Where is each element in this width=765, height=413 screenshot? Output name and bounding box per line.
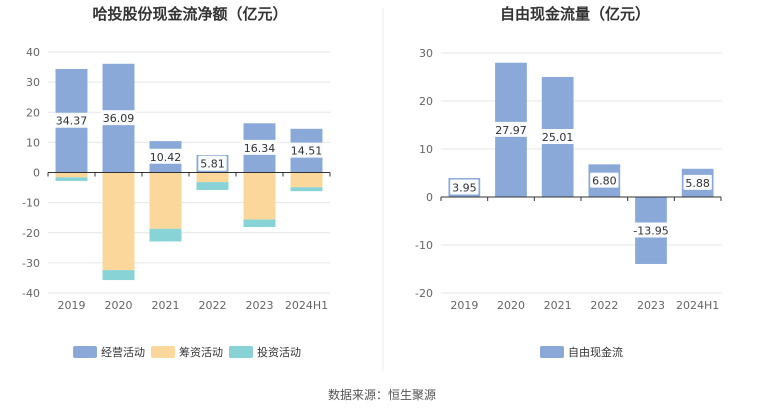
left-chart-title: 哈投股份现金流净额（亿元） — [92, 5, 287, 23]
right-chart-data-label-bg — [683, 174, 712, 190]
left-chart-data-label: 16.34 — [244, 142, 276, 155]
right-chart-y-tick-label: -20 — [415, 287, 433, 300]
left-chart-y-tick-label: 30 — [26, 76, 40, 89]
left-chart-bar — [196, 182, 229, 190]
left-chart-bar — [55, 177, 88, 181]
right-chart-x-tick-label: 2020 — [497, 299, 525, 312]
right-chart-data-label: 5.88 — [685, 177, 710, 190]
left-chart-bar — [243, 219, 276, 228]
right-chart-data-label-bg — [540, 128, 576, 144]
left-chart-y-tick-label: -10 — [22, 197, 40, 210]
left-chart-bar — [196, 172, 229, 183]
left-chart-bar — [102, 270, 135, 281]
right-chart-legend-label: 自由现金流 — [568, 345, 623, 359]
left-chart-x-tick-label: 2019 — [58, 299, 86, 312]
left-chart-x-tick-label: 2023 — [246, 299, 274, 312]
right-chart-data-label-bg — [590, 172, 619, 188]
left-chart-y-tick-label: 10 — [26, 136, 40, 149]
right-chart-x-tick-label: 2019 — [450, 299, 478, 312]
right-chart-title: 自由现金流量（亿元） — [500, 5, 650, 23]
net-cash-flow-chart: 哈投股份现金流净额（亿元） -40 -30 -20 -10 0 10 20 30 40 2019 2… — [22, 5, 331, 359]
left-chart-bar — [55, 172, 88, 178]
left-chart-data-label-bg — [289, 142, 324, 158]
left-chart-legend-swatch — [73, 346, 97, 358]
right-chart-data-label-bg — [630, 222, 672, 238]
left-chart-data-label-bg — [198, 155, 227, 171]
left-chart-x-tick-label: 2022 — [199, 299, 227, 312]
left-chart-legend-swatch — [229, 346, 253, 358]
left-chart-legend-label: 投资活动 — [257, 345, 301, 359]
left-chart-legend-swatch — [151, 346, 175, 358]
right-chart-y-tick-label: 0 — [426, 191, 433, 204]
right-chart-data-label: 25.01 — [542, 131, 574, 144]
left-chart-legend-label: 经营活动 — [101, 345, 145, 359]
left-chart-x-tick-label: 2021 — [152, 299, 180, 312]
left-chart-data-label: 36.09 — [103, 112, 135, 125]
right-chart-x-tick-label: 2022 — [590, 299, 618, 312]
right-chart-x-tick-label: 2023 — [637, 299, 665, 312]
left-chart-data-label-bg — [101, 110, 136, 126]
left-chart-bar — [102, 172, 135, 271]
left-chart-y-tick-label: 20 — [26, 106, 40, 119]
left-chart-x-tick-label: 2020 — [105, 299, 133, 312]
right-chart-data-label: 3.95 — [452, 182, 477, 195]
left-chart-data-label-bg — [242, 139, 277, 155]
left-chart-bar — [149, 228, 182, 242]
right-chart-y-tick-label: -10 — [415, 239, 433, 252]
right-chart-y-tick-label: 20 — [419, 95, 433, 108]
right-chart-data-label: 27.97 — [495, 124, 527, 137]
left-chart-y-tick-label: 0 — [33, 167, 40, 180]
free-cash-flow-chart: 自由现金流量（亿元） -20 -10 0 10 20 30 2019 2020 2021 2022… — [415, 5, 722, 359]
right-chart-y-tick-label: 10 — [419, 143, 433, 156]
left-chart-legend-label: 筹资活动 — [179, 345, 223, 359]
left-chart-y-tick-label: -20 — [22, 227, 40, 240]
left-chart-bar — [290, 187, 323, 192]
left-chart-y-tick-label: 40 — [26, 46, 40, 59]
left-chart-data-label-bg — [148, 148, 183, 164]
left-chart-y-tick-label: -30 — [22, 257, 40, 270]
right-chart-data-label-bg — [493, 121, 529, 137]
left-chart-data-label: 34.37 — [56, 115, 88, 128]
left-chart-data-label: 10.42 — [150, 151, 182, 164]
data-source-note: 数据来源：恒生聚源 — [328, 387, 436, 402]
right-chart-data-label: 6.80 — [592, 175, 617, 188]
right-chart-data-label-bg — [450, 179, 479, 195]
left-chart-bar — [290, 172, 323, 188]
left-chart-data-label-bg — [54, 112, 89, 128]
left-chart-data-label: 14.51 — [291, 145, 323, 158]
left-chart-data-label: 5.81 — [200, 158, 225, 171]
left-chart-y-tick-label: -40 — [22, 287, 40, 300]
right-chart-x-tick-label: 2024H1 — [676, 299, 719, 312]
left-chart-bar — [243, 172, 276, 220]
left-chart-bar — [149, 172, 182, 229]
right-chart-legend-swatch — [540, 346, 564, 358]
right-chart-y-tick-label: 30 — [419, 47, 433, 60]
right-chart-data-label: -13.95 — [633, 224, 668, 237]
right-chart-x-tick-label: 2021 — [544, 299, 572, 312]
left-chart-x-tick-label: 2024H1 — [285, 299, 328, 312]
